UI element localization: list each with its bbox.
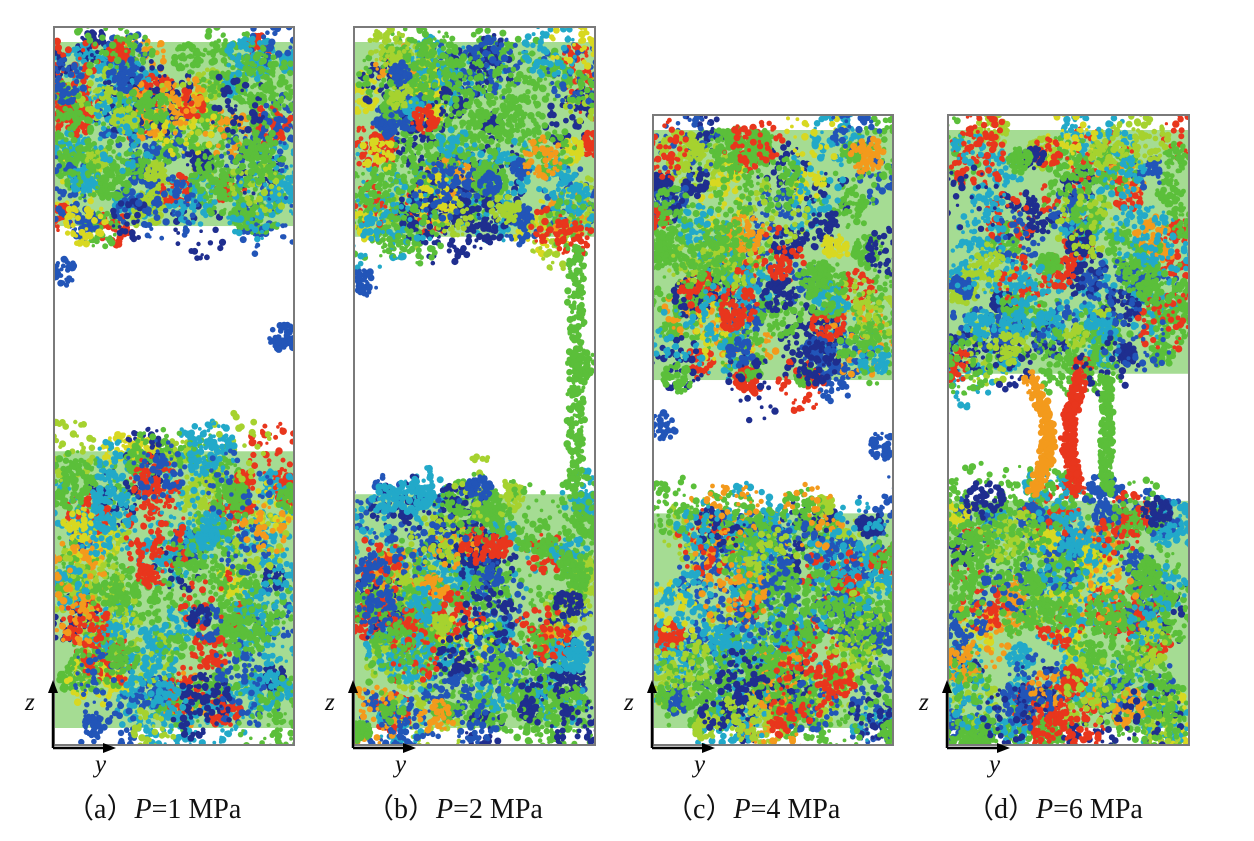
y-axis-label-c: y	[694, 752, 705, 777]
caption-c-open: （	[665, 794, 693, 825]
caption-b-rest: =2 MPa	[453, 794, 543, 825]
z-axis-label-d: z	[919, 690, 929, 715]
caption-a-letter: a	[94, 794, 106, 825]
caption-d-letter: d	[994, 794, 1008, 825]
caption-a-open: （	[66, 794, 94, 825]
caption-a-var: P	[134, 794, 151, 825]
particle-clusters-c	[654, 116, 892, 744]
caption-d-close: ）	[1008, 794, 1036, 825]
axes-indicator-b	[344, 678, 424, 758]
particle-clusters-b	[355, 28, 594, 744]
particle-clusters-d	[949, 116, 1188, 744]
caption-b-var: P	[436, 794, 453, 825]
axes-indicator-c	[643, 678, 723, 758]
caption-d-open: （	[966, 794, 994, 825]
panel-b-simulation-snapshot	[353, 26, 596, 746]
panel-d-simulation-snapshot	[947, 114, 1190, 746]
caption-c-var: P	[733, 794, 750, 825]
caption-d: （d）P=6 MPa	[966, 796, 1143, 824]
z-axis-label-c: z	[624, 690, 634, 715]
axis-arrows-a	[48, 680, 116, 753]
caption-c-letter: c	[693, 794, 705, 825]
panel-a-simulation-snapshot	[53, 26, 295, 746]
z-axis-label-b: z	[325, 690, 335, 715]
y-axis-label-a: y	[95, 752, 106, 777]
y-axis-label-d: y	[989, 752, 1000, 777]
caption-d-rest: =6 MPa	[1053, 794, 1143, 825]
caption-c: （c）P=4 MPa	[665, 796, 840, 824]
panel-c-simulation-snapshot	[652, 114, 894, 746]
caption-b: （b）P=2 MPa	[366, 796, 543, 824]
caption-c-rest: =4 MPa	[751, 794, 841, 825]
caption-a-close: ）	[106, 794, 134, 825]
axis-arrows-b	[348, 680, 416, 753]
caption-b-letter: b	[394, 794, 408, 825]
axis-arrows-c	[647, 680, 715, 753]
axis-arrows-d	[942, 680, 1010, 753]
z-axis-label-a: z	[25, 690, 35, 715]
caption-c-close: ）	[705, 794, 733, 825]
caption-a-rest: =1 MPa	[152, 794, 242, 825]
axes-indicator-a	[44, 678, 124, 758]
caption-d-var: P	[1036, 794, 1053, 825]
caption-b-close: ）	[408, 794, 436, 825]
particle-clusters-a	[55, 28, 293, 744]
y-axis-label-b: y	[395, 752, 406, 777]
caption-b-open: （	[366, 794, 394, 825]
axes-indicator-d	[938, 678, 1018, 758]
caption-a: （a）P=1 MPa	[66, 796, 241, 824]
